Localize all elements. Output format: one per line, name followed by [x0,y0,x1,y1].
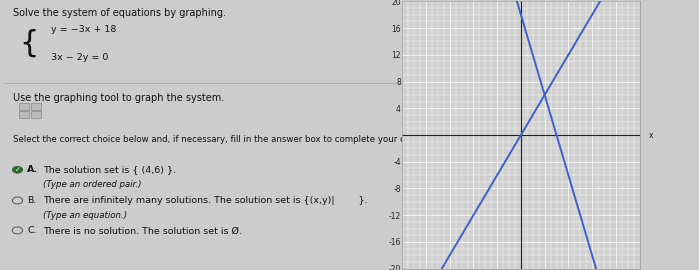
Text: x: x [649,130,653,140]
Text: Select the correct choice below and, if necessary, fill in the answer box to com: Select the correct choice below and, if … [13,135,431,144]
FancyBboxPatch shape [20,111,29,118]
FancyBboxPatch shape [20,103,29,110]
Text: There are infinitely many solutions. The solution set is {(x,y)|        }.: There are infinitely many solutions. The… [43,196,368,205]
Text: {: { [20,28,39,57]
Text: A.: A. [27,165,38,174]
Text: C.: C. [27,227,37,235]
Circle shape [13,166,22,173]
FancyBboxPatch shape [31,103,41,110]
Text: y = −3x + 18: y = −3x + 18 [51,25,117,34]
FancyBboxPatch shape [31,111,41,118]
Text: Solve the system of equations by graphing.: Solve the system of equations by graphin… [13,8,226,18]
Text: (Type an equation.): (Type an equation.) [43,211,127,220]
Text: (Type an ordered pair.): (Type an ordered pair.) [43,180,142,190]
Text: ✓: ✓ [15,167,20,173]
Text: There is no solution. The solution set is Ø.: There is no solution. The solution set i… [43,227,243,235]
Text: Use the graphing tool to graph the system.: Use the graphing tool to graph the syste… [13,93,224,103]
Text: The solution set is { (4,6) }.: The solution set is { (4,6) }. [43,165,176,174]
Text: 3x − 2y = 0: 3x − 2y = 0 [51,53,109,62]
Text: B.: B. [27,196,37,205]
